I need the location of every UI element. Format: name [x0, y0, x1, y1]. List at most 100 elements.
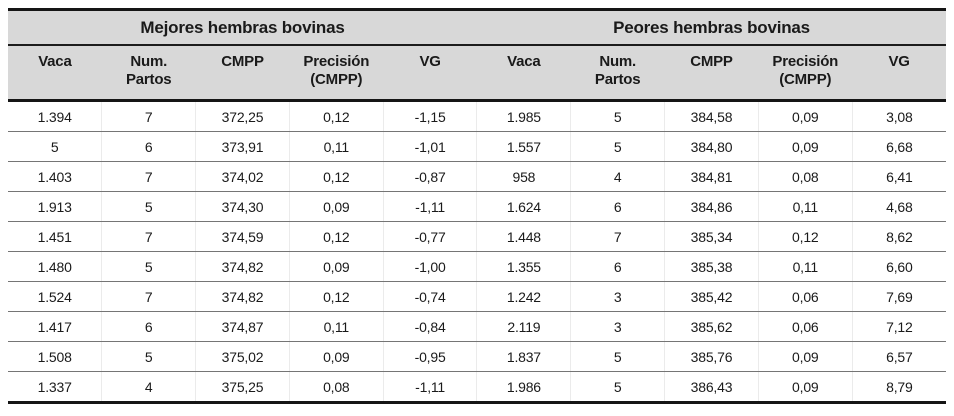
col-header-label: VG — [419, 53, 441, 70]
table-cell: 0,12 — [288, 161, 384, 192]
table-cell: 6,41 — [851, 161, 946, 192]
col-header-worst-vaca: Vaca — [476, 45, 571, 102]
table-cell: -0,87 — [382, 161, 477, 192]
table-cell: 7 — [101, 161, 196, 192]
table-cell: 0,09 — [757, 131, 853, 162]
table-cell: 0,11 — [288, 131, 384, 162]
col-header-label: CMPP — [690, 53, 733, 70]
table-cell: 5 — [101, 341, 196, 372]
table-cell: 384,58 — [664, 100, 759, 132]
col-header-worst-cmpp: CMPP — [664, 45, 759, 102]
table-cell: 373,91 — [195, 131, 290, 162]
group-header-best: Mejores hembras bovinas — [8, 9, 477, 46]
table-cell: 7,69 — [851, 281, 946, 312]
table-cell: 375,25 — [195, 371, 290, 403]
table-cell: 2.119 — [476, 311, 571, 342]
table-cell: 3,08 — [851, 100, 946, 132]
table-cell: 7 — [101, 221, 196, 252]
table-cell: 1.985 — [476, 100, 571, 132]
table-cell: 1.508 — [8, 341, 102, 372]
table-cell: 0,09 — [288, 341, 384, 372]
table-cell: 0,12 — [757, 221, 853, 252]
table-cell: 374,87 — [195, 311, 290, 342]
table-cell: 6 — [101, 311, 196, 342]
table-cell: 1.451 — [8, 221, 102, 252]
table-cell: 5 — [570, 100, 665, 132]
col-header-best-cmpp: CMPP — [195, 45, 290, 102]
cattle-comparison-table: Mejores hembras bovinas Peores hembras b… — [8, 8, 946, 404]
table-cell: 1.448 — [476, 221, 571, 252]
table-cell: 0,09 — [757, 100, 853, 132]
group-header-row: Mejores hembras bovinas Peores hembras b… — [8, 9, 946, 46]
table-cell: 5 — [570, 341, 665, 372]
table-cell: -0,95 — [382, 341, 477, 372]
table-cell: 1.242 — [476, 281, 571, 312]
table-cell: -1,15 — [382, 100, 477, 132]
table-cell: 4 — [101, 371, 196, 403]
table-cell: 958 — [476, 161, 571, 192]
table-row: 1.451 7 374,59 0,12 -0,77 1.448 7 385,34 0,12 8,6… — [8, 221, 946, 252]
table-cell: -1,00 — [382, 251, 477, 282]
table-cell: 374,30 — [195, 191, 290, 222]
table-cell: 5 — [570, 371, 665, 403]
table-cell: 385,76 — [664, 341, 759, 372]
table-cell: 0,06 — [757, 281, 853, 312]
table-cell: 1.913 — [8, 191, 102, 222]
table-cell: 0,11 — [757, 251, 853, 282]
table-cell: 4,68 — [851, 191, 946, 222]
col-header-label: Vaca — [507, 53, 541, 70]
table-cell: 0,09 — [757, 371, 853, 403]
column-header-row: Vaca Num. Partos CMPP Precisión (CMPP) VG … — [8, 45, 946, 102]
table-body: 1.394 7 372,25 0,12 -1,15 1.985 5 384,58 0,09 3,0… — [8, 100, 946, 403]
table-cell: 7 — [101, 281, 196, 312]
table-cell: 5 — [101, 251, 196, 282]
table-cell: 372,25 — [195, 100, 290, 132]
table-cell: 1.403 — [8, 161, 102, 192]
col-header-worst-num-partos: Num. Partos — [570, 45, 665, 102]
table-cell: 5 — [570, 131, 665, 162]
table-cell: 0,12 — [288, 281, 384, 312]
table-cell: 6 — [570, 191, 665, 222]
table-cell: 385,62 — [664, 311, 759, 342]
table-cell: 385,38 — [664, 251, 759, 282]
table-row: 1.480 5 374,82 0,09 -1,00 1.355 6 385,38 0,11 6,6… — [8, 251, 946, 282]
table-row: 1.403 7 374,02 0,12 -0,87 958 4 384,81 0,08 6,41 — [8, 161, 946, 192]
table-cell: 0,08 — [757, 161, 853, 192]
table-row: 1.508 5 375,02 0,09 -0,95 1.837 5 385,76 0,09 6,5… — [8, 341, 946, 372]
table-cell: 0,09 — [757, 341, 853, 372]
table-cell: 0,11 — [288, 311, 384, 342]
table-cell: 7 — [101, 100, 196, 132]
col-header-subline: (CMPP) — [310, 71, 363, 89]
col-header-subline: Partos — [594, 71, 641, 89]
col-header-worst-vg: VG — [852, 45, 946, 102]
table-cell: 385,34 — [664, 221, 759, 252]
table-cell: 8,62 — [851, 221, 946, 252]
table-cell: 7,12 — [851, 311, 946, 342]
col-header-best-vg: VG — [383, 45, 477, 102]
table-cell: 384,81 — [664, 161, 759, 192]
table-cell: -0,84 — [382, 311, 477, 342]
table-cell: 6 — [101, 131, 196, 162]
table-cell: 6,68 — [851, 131, 946, 162]
table-header: Mejores hembras bovinas Peores hembras b… — [8, 9, 946, 102]
table-cell: 374,82 — [195, 251, 290, 282]
table-row: 1.417 6 374,87 0,11 -0,84 2.119 3 385,62 0,06 7,1… — [8, 311, 946, 342]
table-row: 5 6 373,91 0,11 -1,01 1.557 5 384,80 0,09 6,68 — [8, 131, 946, 162]
table-cell: 374,82 — [195, 281, 290, 312]
table-cell: 0,11 — [757, 191, 853, 222]
table-cell: -1,11 — [382, 371, 477, 403]
col-header-label: Precisión — [772, 53, 839, 70]
table-cell: 4 — [570, 161, 665, 192]
table-cell: -0,74 — [382, 281, 477, 312]
table-cell: 374,59 — [195, 221, 290, 252]
table-cell: 0,09 — [288, 191, 384, 222]
table-cell: 385,42 — [664, 281, 759, 312]
table-cell: 1.480 — [8, 251, 102, 282]
table-cell: 384,86 — [664, 191, 759, 222]
table-cell: 375,02 — [195, 341, 290, 372]
table-cell: 0,09 — [288, 251, 384, 282]
table-row: 1.524 7 374,82 0,12 -0,74 1.242 3 385,42 0,06 7,6… — [8, 281, 946, 312]
col-header-label: Vaca — [38, 53, 72, 70]
table-cell: 5 — [101, 191, 196, 222]
